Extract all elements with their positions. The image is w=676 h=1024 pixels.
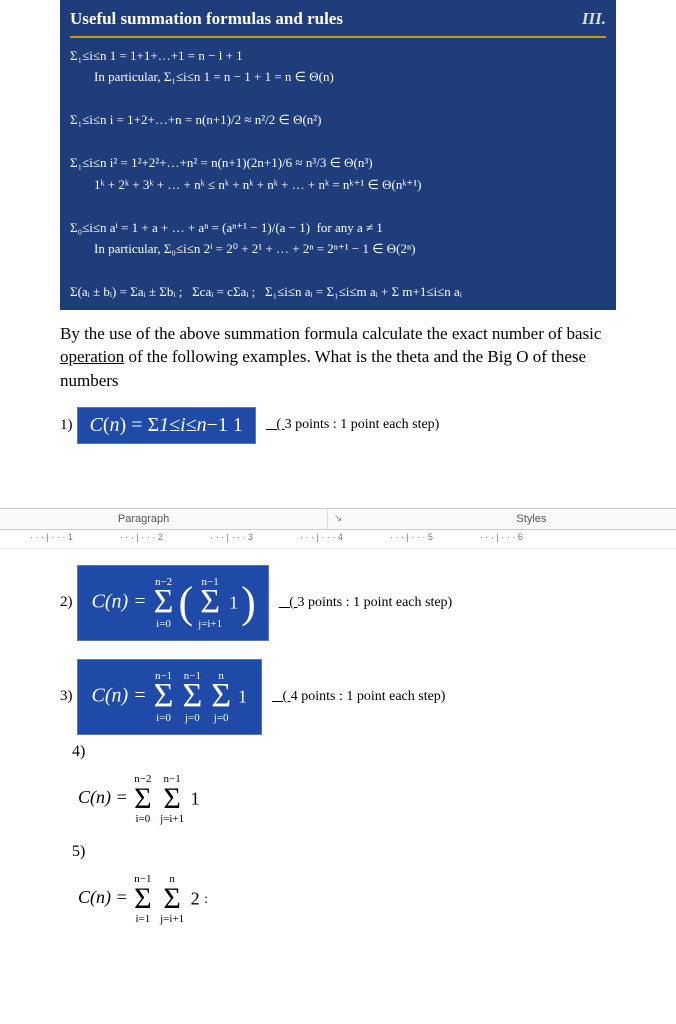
q4-formula: C(n) = n−2Σi=0 n−1Σj=i+1 1	[78, 773, 616, 825]
ruler-tick: · · · | · · · 4	[300, 532, 343, 542]
q3-formula: C(n) = n−1Σi=0 n−1Σj=0 nΣj=0 1	[77, 659, 263, 735]
ribbon-bar: ↘ Paragraph ↘ Styles ↘	[0, 508, 676, 530]
box-line	[70, 89, 606, 109]
box-line: In particular, Σ₁≤i≤n 1 = n − 1 + 1 = n …	[70, 67, 606, 87]
box-line	[70, 196, 606, 216]
box-title-text: Useful summation formulas and rules	[70, 9, 343, 28]
q2-formula: C(n) = n−2 Σ i=0 ( n−1 Σ j=i+1 1 )	[77, 565, 269, 641]
ruler-tick: · · · | · · · 2	[120, 532, 163, 542]
q3-sum-2: n−1Σj=0	[182, 670, 202, 724]
summation-rules-box: Useful summation formulas and rules III.…	[60, 0, 616, 310]
q3-sum-3: nΣj=0	[211, 670, 231, 724]
q4-sum-2: n−1Σj=i+1	[160, 773, 184, 825]
q2-term: 1	[229, 592, 238, 612]
box-line	[70, 261, 606, 281]
ruler-tick: · · · | · · · 1	[30, 532, 73, 542]
q2-lhs: C(n) =	[92, 590, 152, 612]
ruler-tick: · · · | · · · 5	[390, 532, 433, 542]
q3-lhs: C(n) =	[92, 684, 152, 706]
q5-lhs: C(n) =	[78, 887, 132, 907]
ruler-tick: · · · | · · · 6	[480, 532, 523, 542]
q3-number: 3)	[60, 688, 73, 705]
box-roman: III.	[582, 6, 606, 32]
q3-sum-1: n−1Σi=0	[154, 670, 174, 724]
q1-number: 1)	[60, 417, 73, 434]
box-line: Σ₁≤i≤n i² = 1²+2²+…+n² = n(n+1)(2n+1)/6 …	[70, 153, 606, 173]
q1-formula: C(n) = Σ1≤i≤n−1 1	[77, 407, 256, 444]
q3-points: ( 4 points : 1 point each step)	[272, 689, 445, 705]
q5-number: 5)	[72, 843, 616, 861]
ruler: · · · | · · · 1 · · · | · · · 2 · · · | · …	[0, 530, 676, 549]
q5-sum-1: n−1Σi=1	[134, 873, 151, 925]
q2-inner-sum: n−1 Σ j=i+1	[198, 576, 222, 630]
q4-term: 1	[191, 788, 200, 808]
q4-number: 4)	[72, 743, 616, 761]
q2-number: 2)	[60, 594, 73, 611]
q5-term: 2	[191, 888, 200, 908]
box-line: Σ₀≤i≤n aⁱ = 1 + a + … + aⁿ = (aⁿ⁺¹ − 1)/…	[70, 218, 606, 238]
box-title: Useful summation formulas and rules III.	[70, 6, 606, 38]
ruler-tick: · · · | · · · 3	[210, 532, 253, 542]
question-1-row: 1) C(n) = Σ1≤i≤n−1 1 ( 3 points : 1 poin…	[60, 407, 616, 444]
q3-term: 1	[238, 686, 247, 706]
box-line: Σ₁≤i≤n i = 1+2+…+n = n(n+1)/2 ≈ n²/2 ∈ Θ…	[70, 110, 606, 130]
question-2-row: 2) C(n) = n−2 Σ i=0 ( n−1 Σ j=i+1 1 ) ( …	[60, 565, 616, 641]
question-3-row: 3) C(n) = n−1Σi=0 n−1Σj=0 nΣj=0 1 ( 4 po…	[60, 659, 616, 735]
q5-formula: C(n) = n−1Σi=1 nΣj=i+1 2 :	[78, 873, 616, 925]
q4-lhs: C(n) =	[78, 787, 132, 807]
box-line: Σ(aᵢ ± bᵢ) = Σaᵢ ± Σbᵢ ; Σcaᵢ = cΣaᵢ ; Σ…	[70, 282, 606, 302]
q2-outer-sum: n−2 Σ i=0	[154, 576, 174, 630]
q2-points: ( 3 points : 1 point each step)	[279, 595, 452, 611]
box-line	[70, 132, 606, 152]
styles-launcher-icon-left[interactable]: ↘	[328, 513, 348, 524]
ribbon-paragraph-label: Paragraph	[0, 509, 328, 529]
question-paragraph: By the use of the above summation formul…	[60, 322, 616, 393]
q1-points: ( 3 points : 1 point each step)	[266, 417, 439, 433]
ribbon-styles-label: Styles	[348, 509, 676, 529]
q4-sum-1: n−2Σi=0	[134, 773, 151, 825]
box-line: In particular, Σ₀≤i≤n 2ⁱ = 2⁰ + 2¹ + … +…	[70, 239, 606, 259]
box-line: 1ᵏ + 2ᵏ + 3ᵏ + … + nᵏ ≤ nᵏ + nᵏ + nᵏ + ……	[70, 175, 606, 195]
box-line: Σ₁≤i≤n 1 = 1+1+…+1 = n − l + 1	[70, 46, 606, 66]
q5-sum-2: nΣj=i+1	[160, 873, 184, 925]
